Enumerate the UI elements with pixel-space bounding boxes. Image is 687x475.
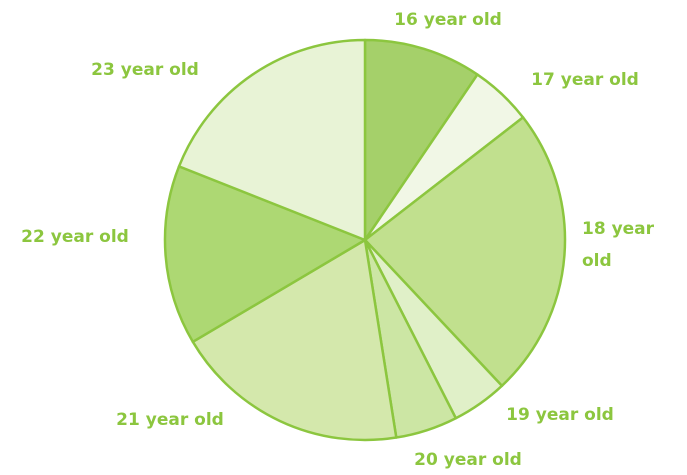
pie-slice	[163, 165, 367, 344]
slice-label: 16 year old	[394, 10, 502, 30]
slice-label: 23 year old	[91, 60, 199, 80]
slice-label: 18 year old	[582, 219, 655, 271]
slice-label: 19 year old	[506, 405, 614, 425]
pie-slice	[177, 38, 367, 242]
slice-label: 17 year old	[531, 70, 639, 90]
pie-slice	[363, 38, 479, 242]
slice-label: 20 year old	[414, 450, 522, 470]
pie-slice	[191, 238, 398, 442]
slice-label: 22 year old	[21, 227, 129, 247]
pie-slice	[363, 116, 567, 388]
slice-label: 21 year old	[116, 410, 224, 430]
